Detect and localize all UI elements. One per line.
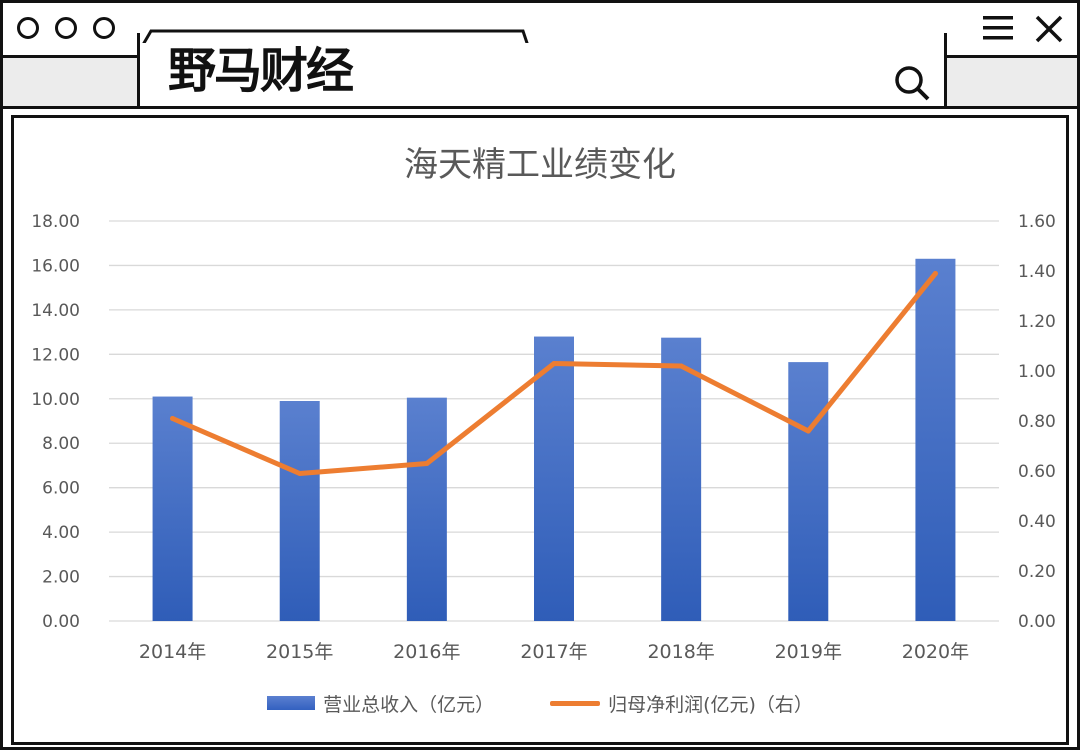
- bar: [915, 258, 956, 621]
- y-right-tick-label: 0.00: [1018, 612, 1056, 632]
- y-left-tick-label: 0.00: [42, 612, 80, 632]
- bar: [406, 397, 447, 621]
- legend-swatch-line: [550, 700, 601, 706]
- close-icon[interactable]: [1035, 15, 1063, 43]
- y-right-tick-label: 0.60: [1018, 462, 1056, 482]
- y-right-tick-label: 1.60: [1018, 212, 1056, 232]
- combo-chart: 海天精工业绩变化 0.00 2.00 4.00 6.00 8.00 10.00 12.00 14…: [31, 145, 1056, 663]
- chart-frame: 海天精工业绩变化 0.00 2.00 4.00 6.00 8.00 10.00 12.00 14…: [11, 115, 1069, 745]
- x-tick-label: 2018年: [647, 641, 714, 663]
- menu-icon[interactable]: [983, 15, 1013, 41]
- bar: [788, 362, 829, 621]
- x-tick-label: 2015年: [266, 641, 333, 663]
- y-left-tick-label: 8.00: [42, 434, 80, 454]
- y-right-tick-label: 0.80: [1018, 412, 1056, 432]
- circle-icon[interactable]: [93, 17, 115, 39]
- y-left-tick-label: 16.00: [31, 256, 80, 276]
- toolbar-right: [947, 55, 1077, 109]
- y-left-tick-label: 18.00: [31, 212, 80, 232]
- legend-label-profit: 归母净利润(亿元)（右）: [608, 693, 813, 716]
- y-left-tick-label: 6.00: [42, 479, 80, 499]
- line-point: [424, 461, 430, 466]
- title-bar: [3, 3, 1077, 55]
- y-left-tick-label: 4.00: [42, 523, 80, 543]
- x-tick-label: 2019年: [775, 641, 842, 663]
- y-right-tick-label: 1.00: [1018, 362, 1056, 382]
- circle-icon[interactable]: [17, 17, 39, 39]
- bar: [279, 401, 320, 621]
- x-tick-label: 2014年: [139, 641, 206, 663]
- line-point: [805, 428, 811, 434]
- y-left-tick-label: 2.00: [42, 568, 80, 588]
- y-right-tick-label: 0.40: [1018, 512, 1056, 532]
- line-point: [297, 471, 303, 476]
- y-left-tick-label: 12.00: [31, 345, 80, 365]
- legend-swatch-bar: [267, 696, 316, 710]
- bar: [661, 337, 702, 621]
- y-right-tick-label: 0.20: [1018, 562, 1056, 582]
- bar: [152, 396, 193, 621]
- legend-label-revenue: 营业总收入（亿元）: [323, 693, 495, 716]
- y-left-tick-label: 14.00: [31, 301, 80, 321]
- x-tick-label: 2017年: [520, 641, 587, 663]
- site-logo[interactable]: 野马财经: [168, 43, 354, 99]
- chart-legend: 营业总收入（亿元） 归母净利润(亿元)（右）: [14, 690, 1066, 716]
- line-point: [678, 363, 684, 369]
- legend-item-revenue: 营业总收入（亿元）: [267, 690, 494, 717]
- circle-icon[interactable]: [55, 17, 77, 39]
- line-point: [170, 416, 176, 421]
- line-point: [932, 271, 938, 276]
- y-right-tick-label: 1.40: [1018, 262, 1056, 282]
- tab-outline: [142, 29, 529, 43]
- bar: [534, 336, 574, 621]
- y-left-tick-label: 10.00: [31, 390, 80, 410]
- toolbar-left: [3, 55, 137, 109]
- x-tick-label: 2020年: [902, 641, 969, 663]
- logo-text: 野马财经: [168, 43, 354, 99]
- line-point: [551, 361, 557, 366]
- tab-header: 野马财经: [137, 33, 947, 109]
- y-right-tick-label: 1.20: [1018, 312, 1056, 332]
- chart-title: 海天精工业绩变化: [404, 145, 676, 185]
- x-tick-label: 2016年: [393, 641, 460, 663]
- legend-item-profit: 归母净利润(亿元)（右）: [550, 690, 813, 717]
- search-icon[interactable]: [892, 63, 932, 103]
